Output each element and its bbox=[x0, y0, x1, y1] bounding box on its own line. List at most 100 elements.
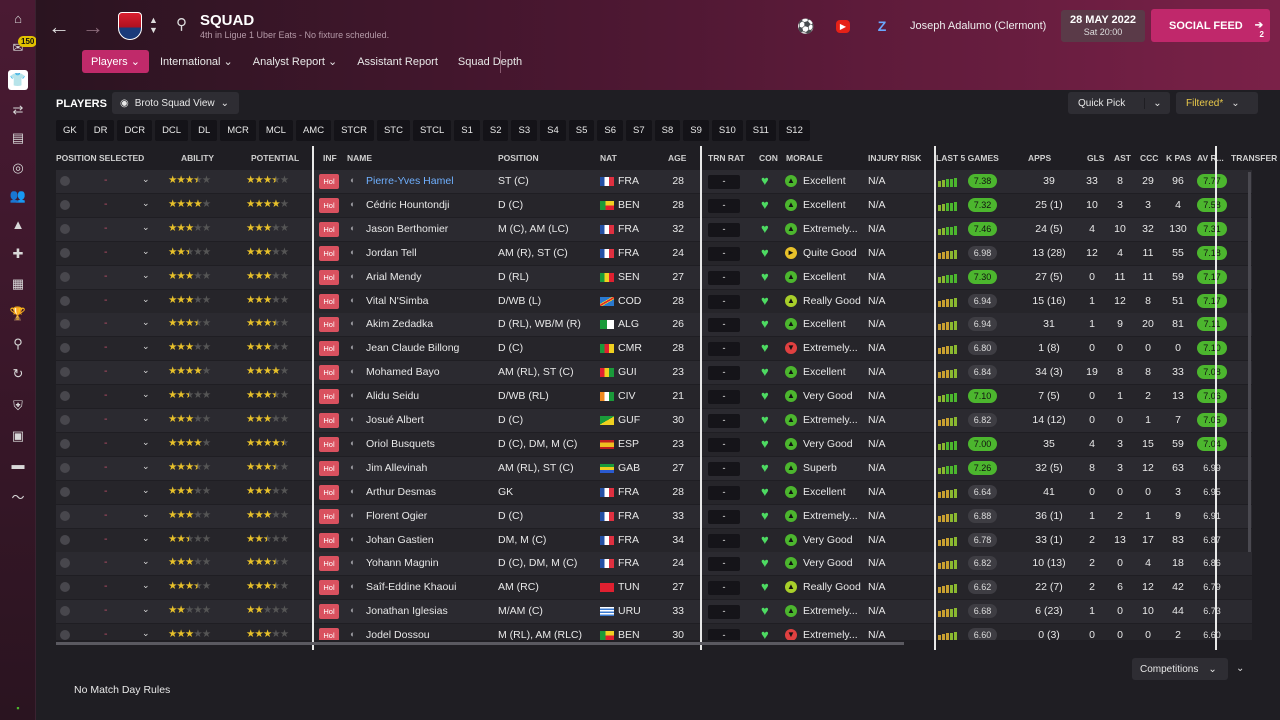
table-row[interactable]: - ⌄ ★★★★★ ★★★★★ Hol ◐ Johan Gastien DM, M (C) FR… bbox=[56, 528, 1252, 552]
tactics-icon[interactable]: ▤ bbox=[11, 130, 25, 145]
select-checkbox[interactable] bbox=[60, 486, 70, 497]
select-checkbox[interactable] bbox=[60, 319, 70, 330]
position-filter-s12[interactable]: S12 bbox=[778, 120, 810, 141]
table-row[interactable]: - ⌄ ★★★★★ ★★★★★ Hol ◐ Jodel Dossou M (RL), AM (… bbox=[56, 624, 1252, 640]
select-checkbox[interactable] bbox=[60, 438, 70, 449]
table-row[interactable]: - ⌄ ★★★★★ ★★★★★ Hol ◐ Jean Claude Billong D (C)… bbox=[56, 337, 1252, 361]
tab-squad-depth[interactable]: Squad Depth bbox=[457, 55, 523, 68]
position-filter-stc[interactable]: STC bbox=[376, 120, 410, 141]
quick-pick-button[interactable]: Quick Pick ⌄ bbox=[1068, 92, 1170, 114]
player-name[interactable]: Oriol Busquets bbox=[366, 437, 435, 450]
select-checkbox[interactable] bbox=[60, 462, 70, 473]
position-filter-gk[interactable]: GK bbox=[56, 120, 84, 141]
table-row[interactable]: - ⌄ ★★★★★ ★★★★★ Hol ◐ Jonathan Iglesias M/AM (C… bbox=[56, 600, 1252, 624]
player-name[interactable]: Johan Gastien bbox=[366, 533, 434, 546]
search-icon[interactable]: ⚲ bbox=[176, 16, 187, 33]
select-checkbox[interactable] bbox=[60, 510, 70, 521]
staff-icon[interactable]: 👥 bbox=[9, 188, 27, 203]
table-row[interactable]: - ⌄ ★★★★★ ★★★★★ Hol ◐ Mohamed Bayo AM (RL), ST … bbox=[56, 361, 1252, 385]
col-avr[interactable]: AV R... bbox=[1197, 153, 1224, 163]
player-name[interactable]: Jason Berthomier bbox=[366, 222, 449, 235]
col-ccc[interactable]: CCC bbox=[1140, 153, 1159, 163]
position-filter-dl[interactable]: DL bbox=[191, 120, 218, 141]
chevron-down-icon[interactable]: ⌄ bbox=[142, 389, 150, 400]
table-row[interactable]: - ⌄ ★★★★★ ★★★★★ Hol ◐ Yohann Magnin D (C), DM, … bbox=[56, 552, 1252, 576]
select-checkbox[interactable] bbox=[60, 630, 70, 640]
select-checkbox[interactable] bbox=[60, 271, 70, 282]
tab-international[interactable]: International ⌄ bbox=[159, 56, 233, 68]
select-checkbox[interactable] bbox=[60, 367, 70, 378]
chevron-down-icon[interactable]: ⌄ bbox=[142, 413, 150, 423]
chevron-down-icon[interactable]: ⌄ bbox=[142, 269, 150, 280]
dev-centre-icon[interactable]: ↻ bbox=[12, 366, 24, 381]
player-name[interactable]: Jean Claude Billong bbox=[366, 342, 460, 355]
table-row[interactable]: - ⌄ ★★★★★ ★★★★★ Hol ◐ Cédric Hountondji D (C) BE… bbox=[56, 193, 1252, 217]
select-checkbox[interactable] bbox=[60, 343, 70, 354]
table-row[interactable]: - ⌄ ★★★★★ ★★★★★ Hol ◐ Vital N'Simba D/WB (L) COD… bbox=[56, 289, 1252, 313]
table-row[interactable]: - ⌄ ★★★★★ ★★★★★ Hol ◐ Arthur Desmas GK FRA 28 - ♥ ▲ E… bbox=[56, 480, 1252, 504]
position-filter-s5[interactable]: S5 bbox=[568, 120, 595, 141]
competitions-icon[interactable]: 🏆 bbox=[9, 306, 27, 321]
select-checkbox[interactable] bbox=[60, 199, 70, 210]
col-age[interactable]: AGE bbox=[668, 153, 687, 163]
select-checkbox[interactable] bbox=[60, 391, 70, 402]
player-name[interactable]: Jonathan Iglesias bbox=[366, 605, 448, 618]
vertical-scrollbar[interactable] bbox=[1248, 172, 1251, 552]
chevron-down-icon[interactable]: ⌄ bbox=[142, 221, 150, 232]
table-row[interactable]: - ⌄ ★★★★★ ★★★★★ Hol ◐ Jason Berthomier M (C), A… bbox=[56, 217, 1252, 241]
select-checkbox[interactable] bbox=[60, 582, 70, 593]
table-row[interactable]: - ⌄ ★★★★★ ★★★★★ Hol ◐ Jordan Tell AM (R), ST (C… bbox=[56, 241, 1252, 265]
chevron-down-icon[interactable]: ⌄ bbox=[142, 197, 150, 208]
position-filter-s9[interactable]: S9 bbox=[683, 120, 709, 141]
player-name[interactable]: Josué Albert bbox=[366, 414, 424, 426]
transfer-icon[interactable]: ⇄ bbox=[12, 102, 24, 117]
filter-dropdown[interactable]: Filtered* ⌄ bbox=[1176, 92, 1258, 114]
horizontal-scrollbar[interactable] bbox=[56, 642, 904, 645]
table-row[interactable]: - ⌄ ★★★★★ ★★★★★ Hol ◐ Pierre-Yves Hamel ST (C) F… bbox=[56, 170, 1252, 193]
chevron-down-icon[interactable]: ⌄ bbox=[142, 460, 150, 471]
select-checkbox[interactable] bbox=[60, 223, 70, 234]
table-row[interactable]: - ⌄ ★★★★★ ★★★★★ Hol ◐ Florent Ogier D (C) FRA 33 -… bbox=[56, 504, 1252, 528]
col-last-5-games[interactable]: LAST 5 GAMES bbox=[936, 153, 999, 163]
chevron-down-icon[interactable]: ⌄ bbox=[142, 580, 150, 591]
training-icon[interactable]: ◎ bbox=[12, 160, 24, 175]
player-name[interactable]: Saîf-Eddine Khaoui bbox=[366, 581, 457, 594]
table-row[interactable]: - ⌄ ★★★★★ ★★★★★ Hol ◐ Josué Albert D (C) GUF 30 - ♥… bbox=[56, 409, 1252, 432]
col-nat[interactable]: NAT bbox=[600, 153, 617, 163]
player-name[interactable]: Akim Zedadka bbox=[366, 318, 434, 331]
expand-chevron-icon[interactable]: ⌄ bbox=[1236, 663, 1245, 674]
col-con[interactable]: CON bbox=[759, 153, 778, 163]
position-filter-s3[interactable]: S3 bbox=[511, 120, 538, 141]
competitions-dropdown[interactable]: Competitions ⌄ bbox=[1132, 658, 1228, 680]
position-filter-s11[interactable]: S11 bbox=[745, 120, 776, 141]
squad-icon[interactable]: 👕 bbox=[8, 70, 28, 90]
player-name[interactable]: Jordan Tell bbox=[366, 246, 417, 259]
position-filter-dcr[interactable]: DCR bbox=[117, 120, 153, 141]
position-filter-stcl[interactable]: STCL bbox=[412, 120, 452, 141]
col-inf[interactable]: INF bbox=[323, 153, 337, 163]
soccer-ball-icon[interactable]: ⚽ bbox=[797, 17, 815, 34]
chevron-down-icon[interactable]: ⌄ bbox=[142, 628, 150, 639]
social-feed-button[interactable]: SOCIAL FEED ➔ 2 bbox=[1151, 9, 1270, 42]
chevron-down-icon[interactable]: ⌄ bbox=[142, 365, 150, 376]
position-filter-mcl[interactable]: MCL bbox=[258, 120, 293, 141]
col-position[interactable]: POSITION bbox=[498, 153, 539, 163]
select-checkbox[interactable] bbox=[60, 558, 70, 569]
position-filter-mcr[interactable]: MCR bbox=[220, 120, 256, 141]
position-filter-s10[interactable]: S10 bbox=[711, 120, 743, 141]
chevron-down-icon[interactable]: ⌄ bbox=[142, 508, 150, 519]
col-trn-rat[interactable]: TRN RAT bbox=[708, 153, 745, 163]
player-name[interactable]: Jim Allevinah bbox=[366, 461, 428, 474]
player-name[interactable]: Vital N'Simba bbox=[366, 294, 429, 307]
club-info-icon[interactable]: ⛨ bbox=[13, 398, 23, 413]
chevron-down-icon[interactable]: ⌄ bbox=[1144, 97, 1170, 109]
player-name[interactable]: Florent Ogier bbox=[366, 509, 428, 522]
table-row[interactable]: - ⌄ ★★★★★ ★★★★★ Hol ◐ Akim Zedadka D (RL), WB/M… bbox=[56, 313, 1252, 337]
chevron-down-icon[interactable]: ⌄ bbox=[142, 293, 150, 304]
player-name[interactable]: Mohamed Bayo bbox=[366, 366, 440, 379]
col-ast[interactable]: AST bbox=[1114, 153, 1131, 163]
data-hub-icon[interactable]: ▬ bbox=[11, 456, 25, 472]
search-icon[interactable]: ⚲ bbox=[13, 336, 23, 351]
medical-icon[interactable]: ✚ bbox=[12, 246, 24, 261]
position-filter-s4[interactable]: S4 bbox=[540, 120, 566, 141]
